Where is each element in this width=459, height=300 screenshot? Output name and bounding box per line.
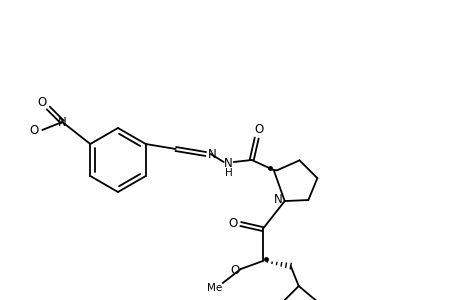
Text: N: N	[274, 193, 282, 206]
Text: N: N	[58, 116, 67, 128]
Text: N: N	[224, 157, 233, 169]
Text: O: O	[253, 122, 263, 136]
Text: N: N	[208, 148, 217, 160]
Text: O: O	[230, 264, 239, 277]
Text: H: H	[224, 168, 232, 178]
Text: O: O	[29, 124, 39, 136]
Text: Me: Me	[207, 283, 222, 293]
Text: O: O	[38, 95, 47, 109]
Text: O: O	[228, 217, 237, 230]
